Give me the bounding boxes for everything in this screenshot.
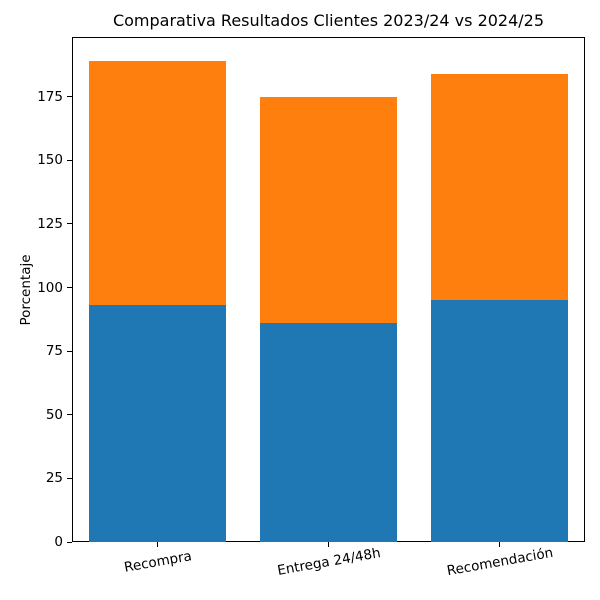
y-tick-label: 75 bbox=[45, 343, 63, 360]
chart-title: Comparativa Resultados Clientes 2023/24 … bbox=[112, 11, 545, 30]
x-tick-mark bbox=[499, 542, 500, 547]
y-tick-mark bbox=[67, 477, 72, 479]
y-tick-label: 0 bbox=[54, 534, 63, 550]
x-tick-mark bbox=[328, 542, 329, 547]
y-tick-label: 125 bbox=[37, 215, 63, 232]
bar-segment-2023/24-Entrega 24/48h bbox=[260, 323, 397, 542]
bar-segment-2024/25-Recomendación bbox=[431, 73, 568, 301]
y-tick-label: 50 bbox=[45, 406, 63, 423]
bar-segment-2023/24-Recompra bbox=[89, 305, 226, 542]
y-tick-mark bbox=[67, 96, 72, 98]
y-tick-label: 150 bbox=[37, 152, 63, 169]
bar-segment-2024/25-Entrega 24/48h bbox=[260, 96, 397, 324]
y-tick-label: 100 bbox=[37, 279, 63, 296]
y-tick-mark bbox=[67, 414, 72, 416]
bar-segment-2024/25-Recompra bbox=[89, 61, 226, 306]
x-tick-mark bbox=[157, 542, 158, 547]
y-tick-label: 25 bbox=[45, 470, 63, 487]
y-tick-mark bbox=[67, 350, 72, 352]
y-tick-mark bbox=[67, 541, 72, 543]
y-tick-mark bbox=[67, 287, 72, 289]
bar-segment-2023/24-Recomendación bbox=[431, 300, 568, 542]
y-tick-mark bbox=[67, 159, 72, 161]
y-tick-label: 175 bbox=[37, 88, 63, 105]
y-tick-mark bbox=[67, 223, 72, 225]
